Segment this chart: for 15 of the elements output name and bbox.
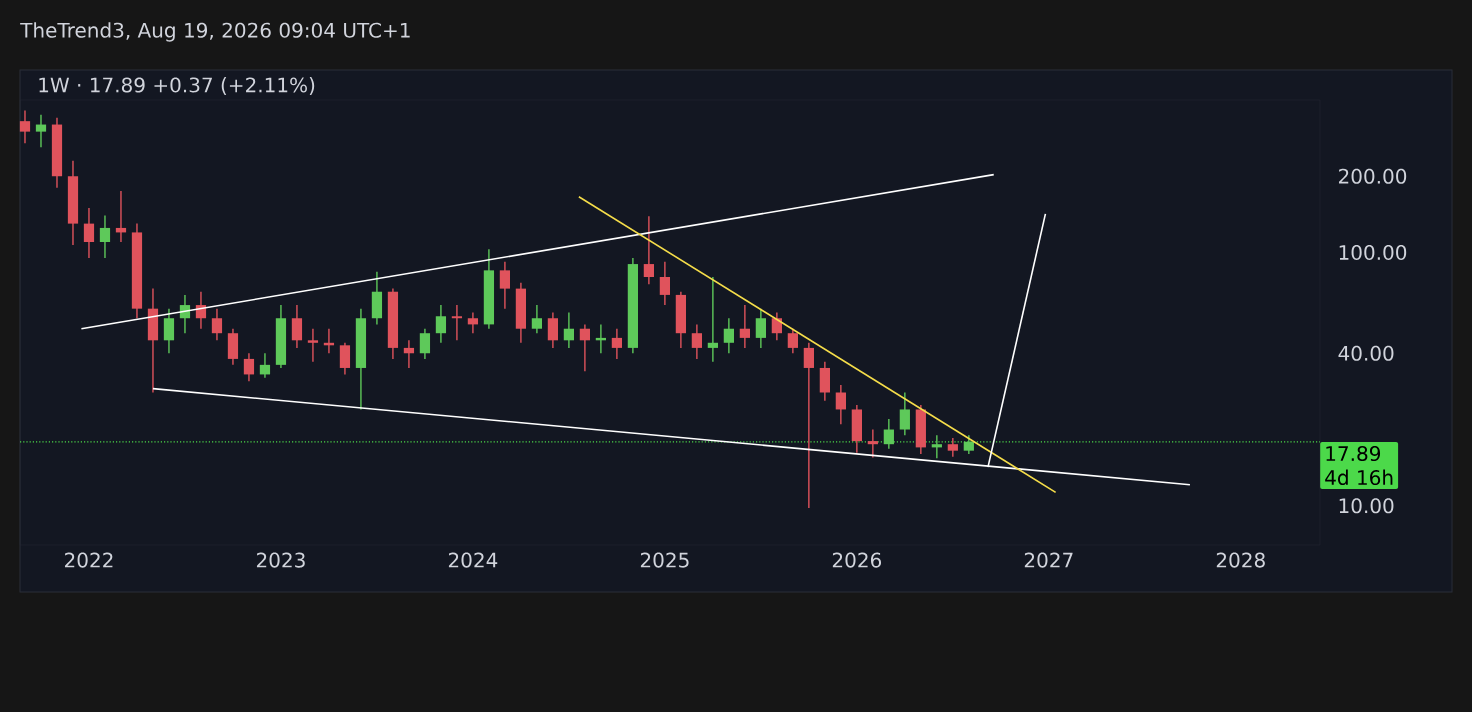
x-tick-label: 2024 <box>448 552 498 568</box>
text: 4d 16h <box>1325 469 1393 486</box>
x-tick-label: 2026 <box>832 552 882 568</box>
x-tick-label: 2023 <box>256 552 305 568</box>
y-tick-label: 10.00 <box>1339 498 1394 514</box>
ref-line-label: 17.89 <box>1326 445 1381 462</box>
x-tick-label: 2025 <box>640 552 689 568</box>
y-tick-label: 100.00 <box>1339 244 1407 261</box>
y-tick-label: 40.00 <box>1338 345 1394 361</box>
chart-title: TheTrend3, Aug 19, 2026 09:04 UTC+1 <box>20 22 410 42</box>
chart-subtitle: 1W · 17.89 +0.37 (+2.11%) <box>39 77 315 95</box>
y-tick-label: 200.00 <box>1338 168 1407 184</box>
x-tick-label: 2022 <box>64 552 113 568</box>
x-tick-label: 2028 <box>1216 552 1265 568</box>
x-tick-label: 2027 <box>1024 552 1073 568</box>
